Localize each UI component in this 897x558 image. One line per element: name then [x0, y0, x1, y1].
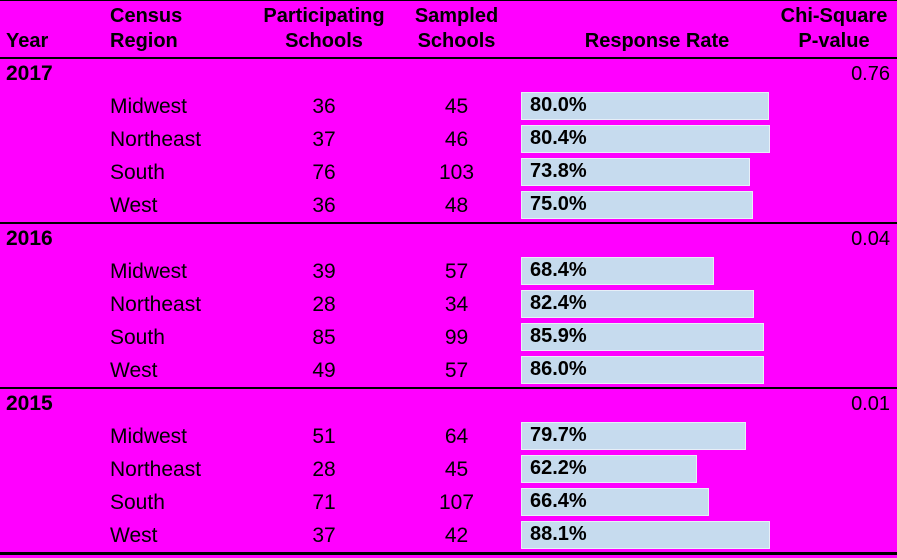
response-rate-bar: 75.0% [521, 191, 753, 219]
region-cell: West [110, 359, 158, 382]
table-row: West 49 57 86.0% [0, 354, 897, 387]
response-rate-cell: 75.0% [519, 189, 771, 222]
table-row: South 76 103 73.8% [0, 156, 897, 189]
table-row: Northeast 28 34 82.4% [0, 288, 897, 321]
sampled-cell: 107 [438, 491, 475, 514]
sampled-cell: 46 [444, 128, 469, 151]
response-rate-bar: 86.0% [521, 356, 764, 384]
participating-cell: 51 [312, 425, 336, 448]
header-census-region-label: Census Region [110, 5, 183, 52]
participating-cell: 28 [312, 293, 336, 316]
response-rate-bar: 82.4% [521, 290, 754, 318]
pvalue-cell: 0.76 [851, 63, 890, 85]
response-rate-cell: 79.7% [519, 420, 771, 453]
participating-cell: 85 [312, 326, 336, 349]
region-cell: West [110, 194, 158, 217]
region-cell: South [110, 161, 165, 184]
year-label: 2016 [6, 227, 53, 250]
participating-cell: 36 [312, 194, 336, 217]
participating-cell: 71 [312, 491, 336, 514]
participating-cell: 76 [312, 161, 336, 184]
participating-cell: 28 [312, 458, 336, 481]
response-rate-bar: 79.7% [521, 422, 746, 450]
response-rate-cell: 85.9% [519, 321, 771, 354]
response-rate-bar: 66.4% [521, 488, 709, 516]
header-response-rate-label: Response Rate [584, 30, 730, 52]
header-participating-line2: Schools [285, 30, 363, 52]
header-chi-square-pvalue: Chi-Square P-value [771, 1, 897, 57]
table-row: West 37 42 88.1% [0, 519, 897, 552]
year-row-2015: 2015 0.01 [0, 387, 897, 420]
region-cell: Northeast [110, 458, 202, 481]
response-rate-bar: 73.8% [521, 158, 750, 186]
table-row: Midwest 39 57 68.4% [0, 255, 897, 288]
region-cell: South [110, 491, 165, 514]
response-rate-bar: 62.2% [521, 455, 697, 483]
header-chisq-line1: Chi-Square [780, 5, 888, 27]
table-row: South 71 107 66.4% [0, 486, 897, 519]
participating-cell: 49 [312, 359, 336, 382]
response-rate-bar: 80.4% [521, 125, 770, 153]
response-rate-cell: 66.4% [519, 486, 771, 519]
header-participating-schools: Participating Schools [254, 1, 394, 57]
header-participating-line1: Participating [263, 5, 385, 27]
table-row: Northeast 28 45 62.2% [0, 453, 897, 486]
participating-cell: 39 [312, 260, 336, 283]
header-sampled-line1: Sampled [414, 5, 499, 27]
region-cell: Northeast [110, 128, 202, 151]
response-rate-bar: 80.0% [521, 92, 769, 120]
sampled-cell: 64 [444, 425, 469, 448]
region-cell: Midwest [110, 260, 188, 283]
table-row: Northeast 37 46 80.4% [0, 123, 897, 156]
year-row-2016: 2016 0.04 [0, 222, 897, 255]
table-row: West 36 48 75.0% [0, 189, 897, 222]
response-rate-bar: 88.1% [521, 521, 770, 549]
year-label: 2015 [6, 392, 53, 415]
pvalue-cell: 0.04 [851, 228, 890, 250]
participating-cell: 37 [312, 524, 336, 547]
year-row-2017: 2017 0.76 [0, 59, 897, 90]
response-rate-bar: 85.9% [521, 323, 764, 351]
participating-cell: 37 [312, 128, 336, 151]
year-label: 2017 [6, 62, 53, 85]
response-rate-cell: 86.0% [519, 354, 771, 387]
response-rate-cell: 80.0% [519, 90, 771, 123]
header-chisq-line2: P-value [798, 30, 870, 52]
region-cell: South [110, 326, 165, 349]
sampled-cell: 48 [444, 194, 469, 217]
table-header: Year Census Region Participating Schools… [0, 1, 897, 59]
region-cell: Northeast [110, 293, 202, 316]
table-row: South 85 99 85.9% [0, 321, 897, 354]
header-census-region: Census Region [104, 1, 254, 57]
sampled-cell: 103 [438, 161, 475, 184]
response-rate-cell: 68.4% [519, 255, 771, 288]
sampled-cell: 99 [444, 326, 469, 349]
header-sampled-line2: Schools [417, 30, 496, 52]
pvalue-cell: 0.01 [851, 393, 890, 415]
header-year: Year [0, 1, 104, 57]
header-response-rate: Response Rate [519, 1, 771, 57]
sampled-cell: 34 [444, 293, 469, 316]
response-rate-cell: 80.4% [519, 123, 771, 156]
header-sampled-schools: Sampled Schools [394, 1, 519, 57]
table-row: Midwest 36 45 80.0% [0, 90, 897, 123]
table-bottom-border [0, 552, 897, 555]
sampled-cell: 45 [444, 458, 469, 481]
sampled-cell: 42 [444, 524, 469, 547]
table-row: Midwest 51 64 79.7% [0, 420, 897, 453]
participating-cell: 36 [312, 95, 336, 118]
response-rate-cell: 73.8% [519, 156, 771, 189]
region-cell: West [110, 524, 158, 547]
response-rate-bar: 68.4% [521, 257, 714, 285]
region-cell: Midwest [110, 425, 188, 448]
header-year-label: Year [6, 30, 49, 52]
response-rate-cell: 62.2% [519, 453, 771, 486]
region-cell: Midwest [110, 95, 188, 118]
response-rate-cell: 82.4% [519, 288, 771, 321]
response-rate-cell: 88.1% [519, 519, 771, 552]
sampled-cell: 57 [444, 359, 469, 382]
sampled-cell: 45 [444, 95, 469, 118]
sampled-cell: 57 [444, 260, 469, 283]
